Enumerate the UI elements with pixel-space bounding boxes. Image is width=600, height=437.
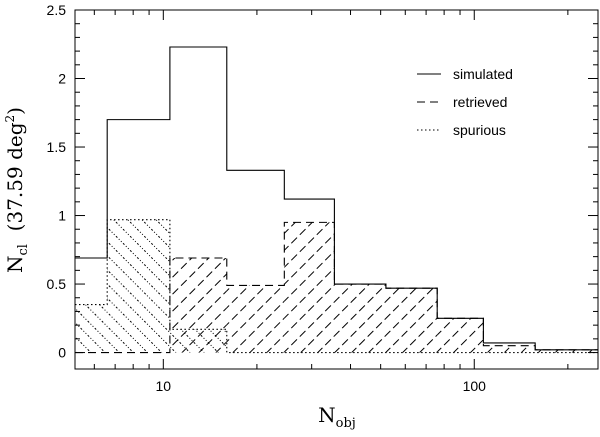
series-retrieved-line	[75, 221, 598, 354]
y-tick-label: 2	[58, 71, 66, 87]
retrieved-bin-8-fill	[483, 345, 536, 353]
axis-ticks	[75, 9, 598, 369]
retrieved-bin-4-fill	[284, 222, 335, 353]
y-axis-label-sub: cl	[16, 244, 31, 255]
x-tick-label: 10	[156, 378, 172, 394]
x-axis-label: Nobj	[318, 403, 356, 431]
y-tick-label: 0	[58, 345, 66, 361]
y-axis-label-end: )	[3, 107, 27, 115]
x-axis-label-main: N	[318, 403, 336, 427]
spurious-bin-1-fill	[107, 219, 170, 353]
tick-labels: 0 0.5 1 1.5 2 2.5 10 100	[47, 2, 487, 394]
y-tick-label: 1	[58, 208, 66, 224]
y-tick-label: 0.5	[47, 276, 67, 292]
legend-label-retrieved: retrieved	[453, 94, 507, 110]
legend-label-simulated: simulated	[453, 66, 513, 82]
retrieved-bin-6-fill	[385, 288, 438, 353]
hatched-fills	[75, 219, 598, 353]
spurious-bin-2-fill	[169, 329, 227, 353]
retrieved-bin-9-fill	[535, 349, 598, 353]
y-tick-label: 1.5	[47, 139, 67, 155]
retrieved-bin-3-fill	[226, 285, 285, 353]
y-axis-label-main: N	[3, 255, 27, 273]
x-tick-label: 100	[463, 378, 487, 394]
legend-label-spurious: spurious	[453, 122, 506, 138]
y-axis-label-sup: 2	[3, 115, 17, 123]
y-axis-label: Ncl (37.59 deg2)	[3, 107, 31, 273]
x-axis-label-sub: obj	[336, 416, 356, 431]
series-lines	[75, 46, 598, 354]
legend: simulated retrieved spurious	[417, 66, 513, 138]
y-axis-label-suffix: (37.59 deg	[3, 122, 27, 244]
retrieved-bin-7-fill	[437, 318, 484, 353]
y-tick-label: 2.5	[47, 2, 67, 18]
spurious-bin-0-fill	[75, 304, 108, 353]
retrieved-bin-5-fill	[334, 284, 386, 353]
plot-frame	[74, 9, 599, 370]
